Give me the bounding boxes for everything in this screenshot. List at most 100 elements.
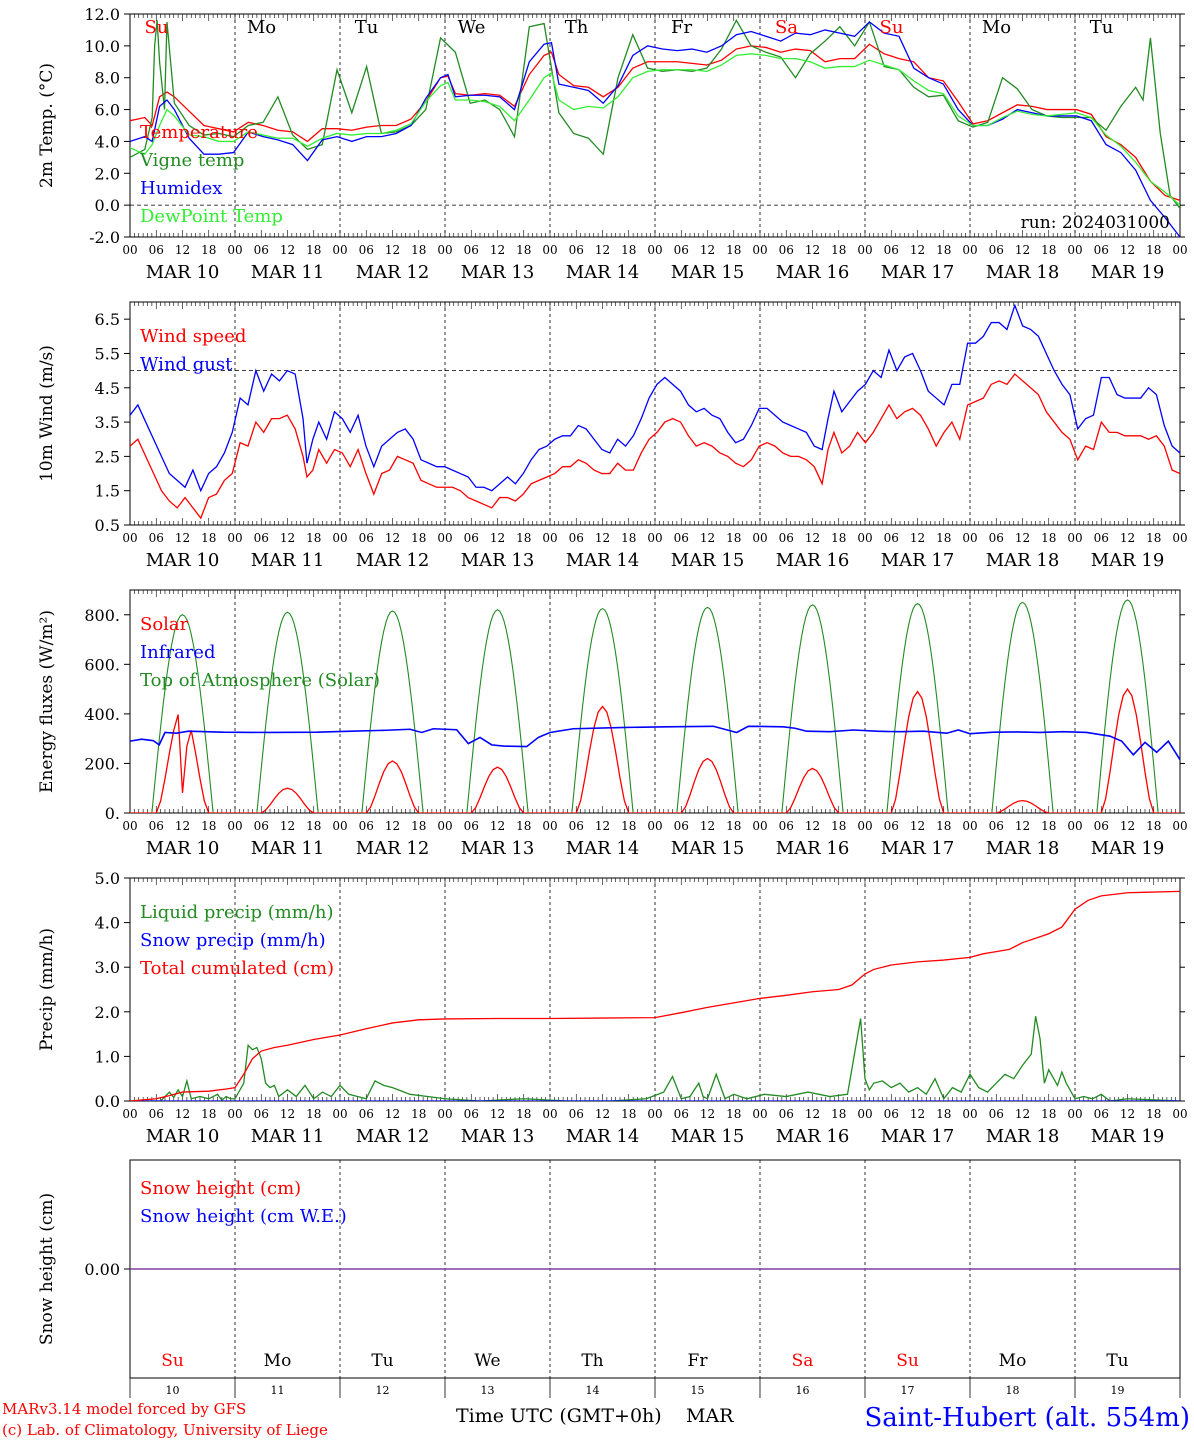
legend-entry: Temperature <box>140 122 258 143</box>
date-label: MAR 17 <box>881 838 955 859</box>
toa-solar-line <box>340 610 445 813</box>
hour-tick-label: 12 <box>1120 819 1135 833</box>
date-label: MAR 15 <box>671 262 745 283</box>
y-tick-label: 600. <box>84 655 120 674</box>
hour-tick-label: 12 <box>595 531 610 545</box>
humidex-line <box>130 21 1180 237</box>
day-name-label: Su <box>161 1351 184 1371</box>
day-name-label: Fr <box>671 17 692 38</box>
y-tick-label: 2.0 <box>95 1003 120 1022</box>
y-tick-label: 800. <box>84 606 120 625</box>
temperature-line <box>130 43 1180 201</box>
hour-tick-label: 06 <box>1094 1107 1109 1121</box>
hour-tick-label: 12 <box>700 819 715 833</box>
wind-speed-line <box>130 373 1180 520</box>
hour-tick-label: 00 <box>542 531 557 545</box>
y-tick-label: 0.0 <box>95 196 120 215</box>
toa-solar-line <box>655 606 760 813</box>
hour-tick-label: 12 <box>280 243 295 257</box>
hour-tick-label: 18 <box>306 243 321 257</box>
hour-tick-label: 18 <box>936 1107 951 1121</box>
day-name-label: Tu <box>355 17 379 38</box>
hour-tick-label: 12 <box>1120 1107 1135 1121</box>
solar-line <box>340 760 445 813</box>
hour-tick-label: 06 <box>464 243 479 257</box>
hour-tick-label: 12 <box>910 243 925 257</box>
hour-tick-label: 06 <box>884 243 899 257</box>
y-tick-label: 4.0 <box>95 914 120 933</box>
legend-entry: Liquid precip (mm/h) <box>140 902 334 923</box>
date-label: MAR 19 <box>1091 838 1165 859</box>
hour-tick-label: 12 <box>385 819 400 833</box>
hour-tick-label: 12 <box>700 531 715 545</box>
day-name-label: Sa <box>792 1351 814 1371</box>
hour-tick-label: 06 <box>989 819 1004 833</box>
total-cumulated-cm-line <box>130 890 1180 1101</box>
hour-tick-label: 18 <box>201 1107 216 1121</box>
hour-tick-label: 18 <box>621 243 636 257</box>
infrared-line <box>130 725 1180 761</box>
hour-tick-label: 06 <box>779 531 794 545</box>
date-label: MAR 15 <box>671 838 745 859</box>
day-number-label: 14 <box>586 1384 600 1397</box>
hour-tick-label: 00 <box>857 531 872 545</box>
toa-solar-line <box>865 602 970 813</box>
y-tick-label: 1.0 <box>95 1047 120 1066</box>
y-axis-label: Precip (mm/h) <box>37 928 57 1051</box>
day-number-label: 18 <box>1006 1384 1020 1397</box>
hour-tick-label: 18 <box>516 243 531 257</box>
y-tick-label: 0. <box>105 804 120 823</box>
day-name-label: We <box>474 1351 500 1371</box>
hour-tick-label: 06 <box>254 243 269 257</box>
solar-line <box>550 705 655 813</box>
day-name-label: Su <box>896 1351 919 1371</box>
hour-tick-label: 18 <box>831 243 846 257</box>
date-label: MAR 19 <box>1091 262 1165 283</box>
toa-solar-line <box>550 607 655 813</box>
hour-tick-label: 06 <box>149 243 164 257</box>
hour-tick-label: 00 <box>857 819 872 833</box>
hour-tick-label: 00 <box>122 243 137 257</box>
hour-tick-label: 18 <box>1146 819 1161 833</box>
hour-tick-label: 12 <box>385 1107 400 1121</box>
legend-entry: Wind speed <box>140 326 246 347</box>
hour-tick-label: 00 <box>542 1107 557 1121</box>
date-label: MAR 11 <box>251 1126 325 1147</box>
toa-solar-line <box>970 601 1075 813</box>
solar-line <box>235 787 340 813</box>
hour-tick-label: 12 <box>805 819 820 833</box>
day-name-label: Mo <box>999 1351 1027 1371</box>
y-tick-label: 3.5 <box>95 413 120 432</box>
hour-tick-label: 12 <box>595 819 610 833</box>
plot-frame <box>129 301 1181 526</box>
hour-tick-label: 12 <box>385 243 400 257</box>
hour-tick-label: 00 <box>752 819 767 833</box>
legend-entry: Total cumulated (cm) <box>140 958 334 979</box>
y-tick-label: 3.0 <box>95 958 120 977</box>
temperature-panel: 00 06 12 18 MAR 10 00 06 12 18 MAR 11 00 06 12 18 MAR … <box>37 5 1188 283</box>
hour-tick-label: 18 <box>621 531 636 545</box>
legend-entry: Solar <box>140 614 189 635</box>
hour-tick-label: 00 <box>437 819 452 833</box>
date-label: MAR 16 <box>776 550 850 571</box>
hour-tick-label: 18 <box>1041 819 1056 833</box>
hour-tick-label: 18 <box>201 819 216 833</box>
day-number-label: 11 <box>271 1384 285 1397</box>
y-tick-label: 5.5 <box>95 344 120 363</box>
hour-tick-label: 18 <box>831 819 846 833</box>
hour-tick-label: 12 <box>175 1107 190 1121</box>
hour-tick-label: 00 <box>332 243 347 257</box>
y-tick-label: 4.5 <box>95 379 120 398</box>
hour-tick-label: 18 <box>1146 243 1161 257</box>
y-tick-label: 0.5 <box>95 516 120 535</box>
hour-tick-label: 12 <box>700 1107 715 1121</box>
day-number-label: 16 <box>796 1384 810 1397</box>
legend-entry: DewPoint Temp <box>140 206 283 227</box>
hour-tick-label: 18 <box>831 1107 846 1121</box>
hour-tick-label: 06 <box>149 531 164 545</box>
hour-tick-label: 00 <box>437 531 452 545</box>
hour-tick-label: 18 <box>936 819 951 833</box>
y-tick-label: 12.0 <box>84 5 120 24</box>
hour-tick-label: 12 <box>175 531 190 545</box>
dewpoint-temp-line <box>130 53 1180 206</box>
